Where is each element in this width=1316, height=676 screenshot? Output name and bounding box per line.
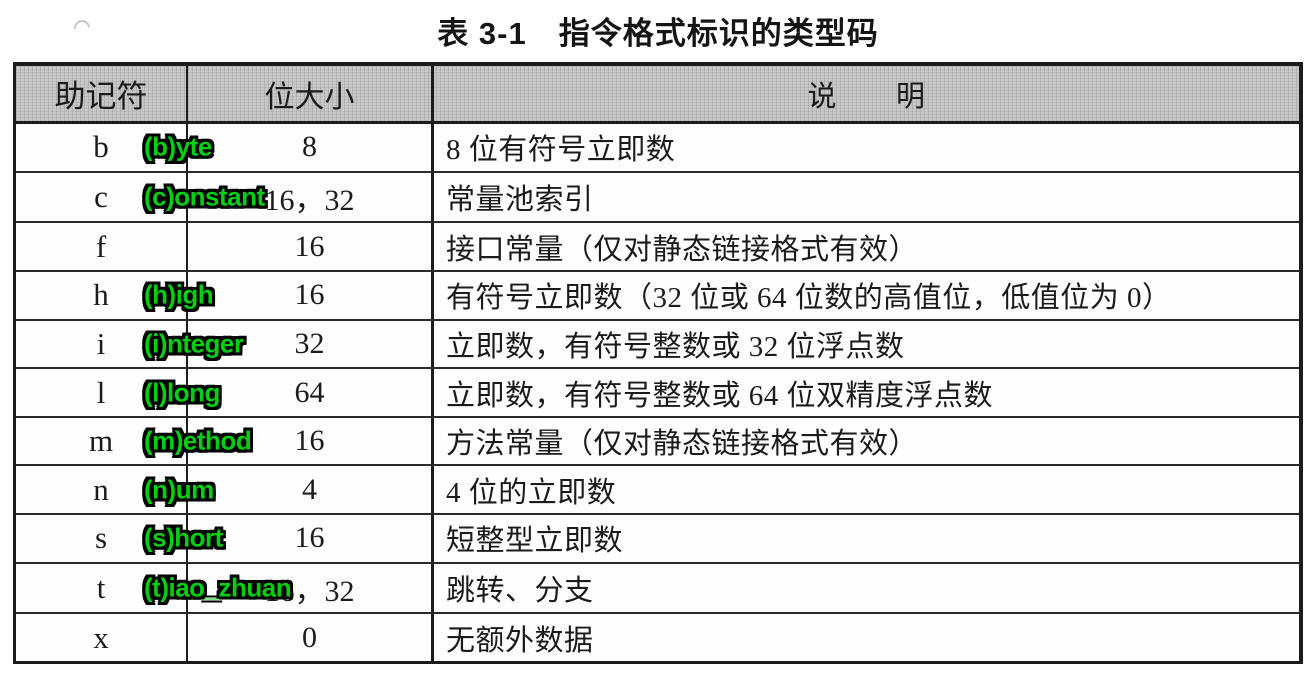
bits-cell: 16 xyxy=(188,271,434,319)
description-cell: 无额外数据 xyxy=(446,624,594,657)
mnemonic-cell: s xyxy=(16,515,188,562)
green-annotation-overlay: (b)yte xyxy=(144,131,212,162)
instruction-type-code-table: 助记符 位大小 说 明 b 8 8 位有符号立即数 (b)yte c 16，32… xyxy=(13,62,1303,664)
table-row: m 16 方法常量（仅对静态链接格式有效） (m)ethod xyxy=(16,415,1299,465)
bits-cell: 32 xyxy=(188,320,434,368)
mnemonic-cell: f xyxy=(16,223,188,270)
bits-cell: 0 xyxy=(188,614,434,662)
description-cell: 短整型立即数 xyxy=(446,525,624,558)
green-annotation-overlay: (n)um xyxy=(144,474,214,505)
page-title: 表 3-1 指令格式标识的类型码 xyxy=(437,16,879,51)
green-annotation-overlay: (c)onstant xyxy=(144,181,265,212)
green-annotation-overlay: (l)long xyxy=(144,377,220,408)
table-row: t 16，32 跳转、分支 (t)iao_zhuan xyxy=(16,561,1299,613)
green-annotation-overlay: (t)iao_zhuan xyxy=(144,572,292,603)
description-cell: 常量池索引 xyxy=(446,183,594,216)
bits-cell: 16 xyxy=(188,223,434,270)
green-annotation-overlay: (i)nteger xyxy=(144,328,244,359)
mnemonic-cell: x xyxy=(16,614,188,662)
mnemonic-cell: l xyxy=(16,369,188,416)
mnemonic-cell: i xyxy=(16,320,188,368)
description-cell: 立即数，有符号整数或 32 位浮点数 xyxy=(446,330,905,363)
table-header-row: 助记符 位大小 说 明 xyxy=(16,66,1299,124)
green-annotation-overlay: (h)igh xyxy=(144,279,214,310)
bits-cell: 4 xyxy=(188,466,434,514)
bits-cell: 16，32 xyxy=(188,172,434,222)
bits-cell: 16，32 xyxy=(188,563,434,613)
description-cell: 接口常量（仅对静态链接格式有效） xyxy=(446,233,919,266)
table-row: b 8 8 位有符号立即数 (b)yte xyxy=(16,124,1299,171)
bits-cell: 64 xyxy=(188,369,434,416)
mnemonic-cell: h xyxy=(16,271,188,319)
header-cell-description: 说 明 xyxy=(807,80,926,113)
green-annotation-overlay: (s)hort xyxy=(144,522,223,553)
table-row: f 16 接口常量（仅对静态链接格式有效） xyxy=(16,221,1299,270)
table-row: c 16，32 常量池索引 (c)onstant xyxy=(16,170,1299,222)
header-cell-bits: 位大小 xyxy=(188,66,434,121)
bits-cell: 16 xyxy=(188,417,434,465)
header-cell-mnemonic: 助记符 xyxy=(16,66,188,121)
bits-cell: 16 xyxy=(188,515,434,562)
table-row: n 4 4 位的立即数 (n)um xyxy=(16,464,1299,514)
mnemonic-cell: c xyxy=(16,172,188,222)
description-cell: 跳转、分支 xyxy=(446,575,594,608)
mnemonic-cell: m xyxy=(16,417,188,465)
table-row: x 0 无额外数据 xyxy=(16,612,1299,662)
description-cell: 方法常量（仅对静态链接格式有效） xyxy=(446,428,919,461)
mnemonic-cell: n xyxy=(16,466,188,514)
mnemonic-cell: t xyxy=(16,563,188,613)
description-cell: 有符号立即数（32 位或 64 位数的高值位，低值位为 0） xyxy=(446,282,1172,315)
description-cell: 立即数，有符号整数或 64 位双精度浮点数 xyxy=(446,379,994,412)
green-annotation-overlay: (m)ethod xyxy=(144,425,252,456)
description-cell: 8 位有符号立即数 xyxy=(446,134,676,167)
table-row: h 16 有符号立即数（32 位或 64 位数的高值位，低值位为 0） (h)i… xyxy=(16,269,1299,319)
description-cell: 4 位的立即数 xyxy=(446,476,617,509)
bits-cell: 8 xyxy=(188,124,434,171)
table-row: i 32 立即数，有符号整数或 32 位浮点数 (i)nteger xyxy=(16,318,1299,368)
mnemonic-cell: b xyxy=(16,124,188,171)
table-row: s 16 短整型立即数 (s)hort xyxy=(16,513,1299,562)
table-row: l 64 立即数，有符号整数或 64 位双精度浮点数 (l)long xyxy=(16,367,1299,416)
